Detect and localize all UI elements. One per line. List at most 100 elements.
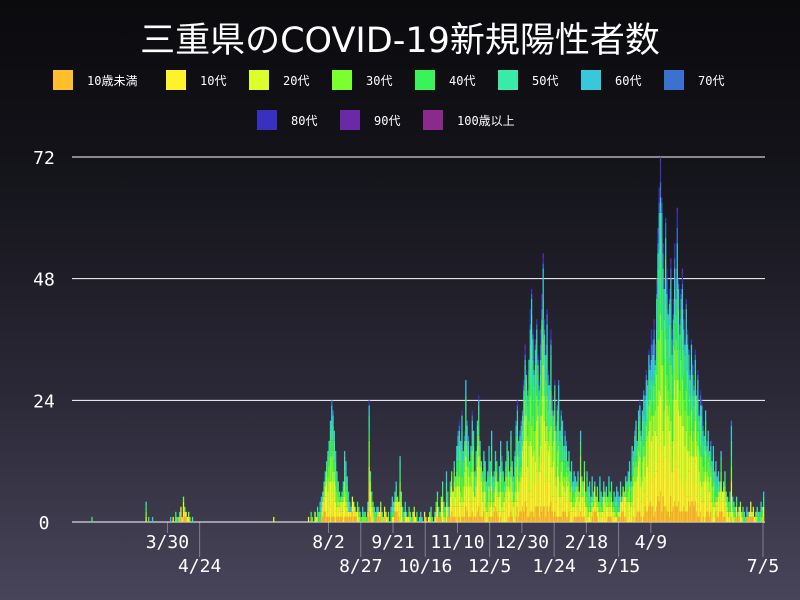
bar-segment bbox=[708, 461, 711, 482]
bar-segment bbox=[666, 405, 668, 446]
bar-segment bbox=[556, 410, 559, 421]
bar-segment bbox=[479, 440, 481, 446]
bar-segment bbox=[546, 344, 548, 370]
bar-segment bbox=[752, 516, 754, 522]
bar-segment bbox=[538, 516, 540, 522]
bar-segment bbox=[394, 501, 396, 507]
day-bar bbox=[332, 410, 334, 522]
bar-segment bbox=[525, 369, 528, 375]
bar-segment bbox=[456, 506, 458, 522]
bar-segment bbox=[407, 516, 409, 522]
day-bar bbox=[657, 227, 659, 522]
bar-segment bbox=[668, 324, 671, 360]
bar-segment bbox=[755, 511, 757, 517]
x-tick-label: 12/30 bbox=[495, 532, 549, 553]
day-bar bbox=[627, 471, 629, 522]
bar-segment bbox=[340, 516, 342, 522]
bar-segment bbox=[666, 374, 668, 406]
bar-segment bbox=[516, 501, 519, 507]
bar-segment bbox=[668, 516, 671, 522]
day-bar bbox=[623, 491, 626, 522]
day-bar bbox=[358, 506, 360, 522]
legend-item: 90代 bbox=[340, 110, 400, 130]
day-bar bbox=[342, 481, 345, 522]
bar-segment bbox=[601, 516, 604, 522]
x-tick-label: 4/24 bbox=[178, 556, 221, 577]
day-bar bbox=[720, 451, 722, 522]
bar-segment bbox=[548, 506, 551, 522]
day-bar bbox=[533, 369, 535, 522]
bar-segment bbox=[463, 430, 466, 436]
bar-segment bbox=[649, 390, 651, 401]
day-bar bbox=[438, 506, 440, 522]
bar-segment bbox=[362, 511, 364, 517]
bar-segment bbox=[596, 486, 598, 492]
bar-segment bbox=[603, 511, 605, 522]
day-bar bbox=[186, 516, 189, 522]
day-bar bbox=[465, 380, 467, 522]
bar-segment bbox=[400, 491, 403, 497]
day-bar bbox=[337, 481, 339, 522]
bar-segment bbox=[732, 506, 734, 512]
bar-segment bbox=[649, 369, 651, 381]
bar-segment bbox=[470, 445, 472, 452]
day-bar bbox=[604, 491, 606, 522]
bar-segment bbox=[711, 486, 713, 502]
bar-segment bbox=[456, 445, 458, 457]
bar-segment bbox=[650, 344, 653, 360]
bar-segment bbox=[436, 506, 439, 517]
bar-segment bbox=[707, 430, 709, 441]
bar-segment bbox=[493, 511, 495, 522]
bar-segment bbox=[679, 324, 681, 335]
bar-segment bbox=[552, 461, 555, 497]
bar-segment bbox=[555, 430, 557, 441]
bar-segment bbox=[674, 288, 676, 325]
bar-segment bbox=[364, 516, 366, 522]
bar-segment bbox=[675, 268, 677, 274]
x-tick-label: 1/24 bbox=[532, 556, 575, 577]
bar-segment bbox=[668, 359, 671, 406]
bar-segment bbox=[587, 491, 589, 497]
bar-segment bbox=[478, 400, 480, 406]
bar-segment bbox=[476, 425, 479, 436]
bar-segment bbox=[457, 516, 459, 522]
bar-segment bbox=[646, 420, 649, 436]
bar-segment bbox=[145, 506, 147, 512]
bar-segment bbox=[471, 420, 473, 431]
bar-segment bbox=[574, 486, 577, 492]
day-bar bbox=[273, 516, 275, 522]
bar-segment bbox=[318, 511, 320, 517]
bar-segment bbox=[726, 496, 729, 502]
bar-segment bbox=[331, 405, 333, 421]
bar-segment bbox=[604, 511, 606, 522]
bar-segment bbox=[644, 476, 646, 492]
day-bar bbox=[371, 491, 373, 522]
bar-segment bbox=[329, 456, 332, 482]
bar-segment bbox=[586, 516, 588, 522]
bar-segment bbox=[559, 440, 561, 462]
bar-segment bbox=[487, 511, 489, 517]
day-bar bbox=[462, 451, 464, 522]
bar-segment bbox=[663, 359, 666, 411]
day-bar bbox=[698, 410, 700, 522]
bar-segment bbox=[591, 506, 593, 517]
bar-segment bbox=[315, 516, 317, 522]
bar-segment bbox=[483, 511, 485, 522]
bar-segment bbox=[559, 461, 561, 482]
bar-segment bbox=[179, 511, 181, 517]
day-bar bbox=[537, 354, 539, 522]
bar-segment bbox=[663, 445, 666, 477]
day-bar bbox=[345, 461, 347, 522]
bar-segment bbox=[688, 415, 690, 452]
bar-segment bbox=[310, 516, 312, 522]
bar-segment bbox=[438, 516, 440, 522]
bar-segment bbox=[545, 349, 547, 355]
bar-segment bbox=[489, 516, 491, 522]
bar-segment bbox=[654, 364, 656, 370]
day-bar bbox=[421, 516, 423, 522]
bar-segment bbox=[471, 451, 473, 472]
bar-segment bbox=[704, 516, 707, 522]
bar-segment bbox=[322, 516, 324, 522]
bar-segment bbox=[564, 491, 566, 502]
bar-segment bbox=[582, 486, 584, 497]
